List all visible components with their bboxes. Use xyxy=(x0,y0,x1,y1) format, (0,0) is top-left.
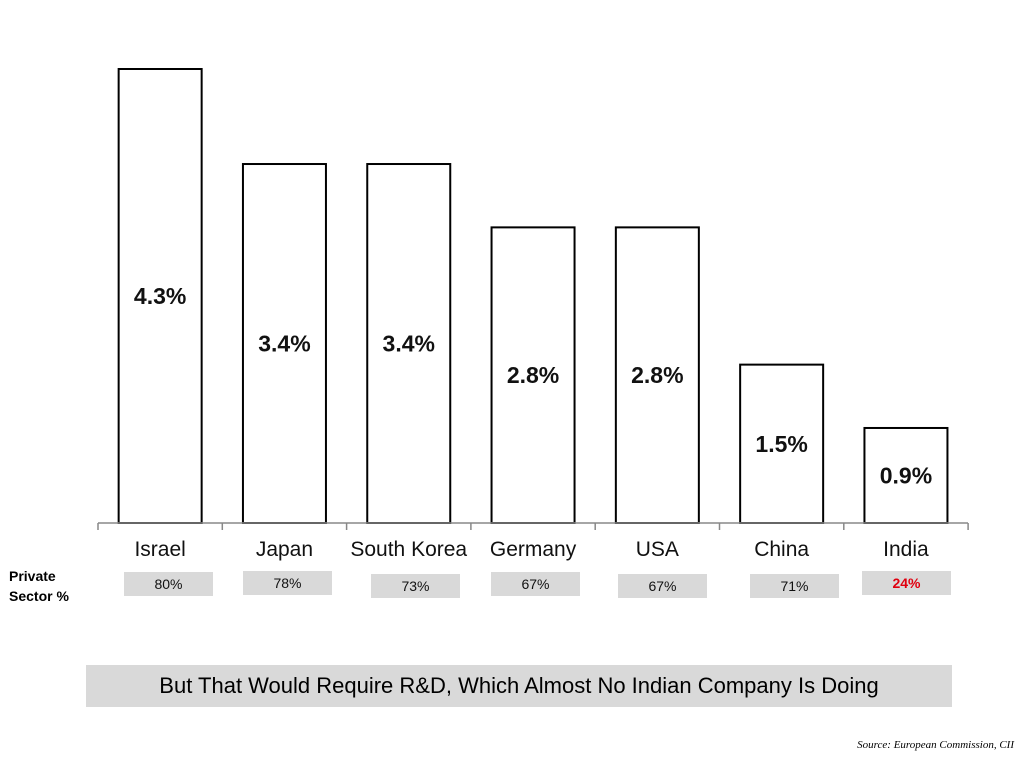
private-sector-pct-south-korea: 73% xyxy=(371,574,460,598)
bar-value-label: 1.5% xyxy=(755,431,807,457)
private-sector-label-line1: Private xyxy=(9,568,56,584)
bars-group xyxy=(117,68,949,524)
private-sector-pct-germany: 67% xyxy=(491,572,580,596)
x-axis-ticks xyxy=(97,523,969,530)
bar-value-label: 3.4% xyxy=(383,331,435,357)
source-note: Source: European Commission, CII xyxy=(857,739,1014,751)
private-sector-pct-israel: 80% xyxy=(124,572,213,596)
private-sector-pct-india: 24% xyxy=(862,571,951,595)
bar-south-korea xyxy=(366,163,452,524)
private-sector-pct-usa: 67% xyxy=(618,574,707,598)
bar-value-label: 0.9% xyxy=(880,462,932,488)
bar-germany xyxy=(490,226,576,524)
private-sector-label: Private Sector % xyxy=(9,566,99,606)
value-labels-group: 4.3% 3.4% 3.4% 2.8% 2.8% 1.5% 0.9% xyxy=(134,283,932,488)
category-labels-group: Israel Japan South Korea Germany USA China Ind… xyxy=(134,538,929,561)
bar-value-label: 3.4% xyxy=(258,331,310,357)
category-label: Japan xyxy=(256,538,313,561)
conclusion-banner: But That Would Require R&D, Which Almost… xyxy=(86,665,952,707)
category-label: USA xyxy=(636,538,679,561)
bar-israel xyxy=(117,68,203,524)
bar-value-label: 2.8% xyxy=(631,362,683,388)
private-sector-pct-china: 71% xyxy=(750,574,839,598)
category-label: India xyxy=(883,538,929,561)
bar-japan xyxy=(241,163,327,524)
category-label: South Korea xyxy=(350,538,467,561)
category-label: Israel xyxy=(134,538,185,561)
bar-value-label: 2.8% xyxy=(507,362,559,388)
category-label: Germany xyxy=(490,538,577,561)
private-sector-label-line2: Sector % xyxy=(9,588,69,604)
bar-china xyxy=(739,363,825,524)
private-sector-pct-japan: 78% xyxy=(243,571,332,595)
bar-value-label: 4.3% xyxy=(134,283,186,309)
category-label: China xyxy=(754,538,809,561)
